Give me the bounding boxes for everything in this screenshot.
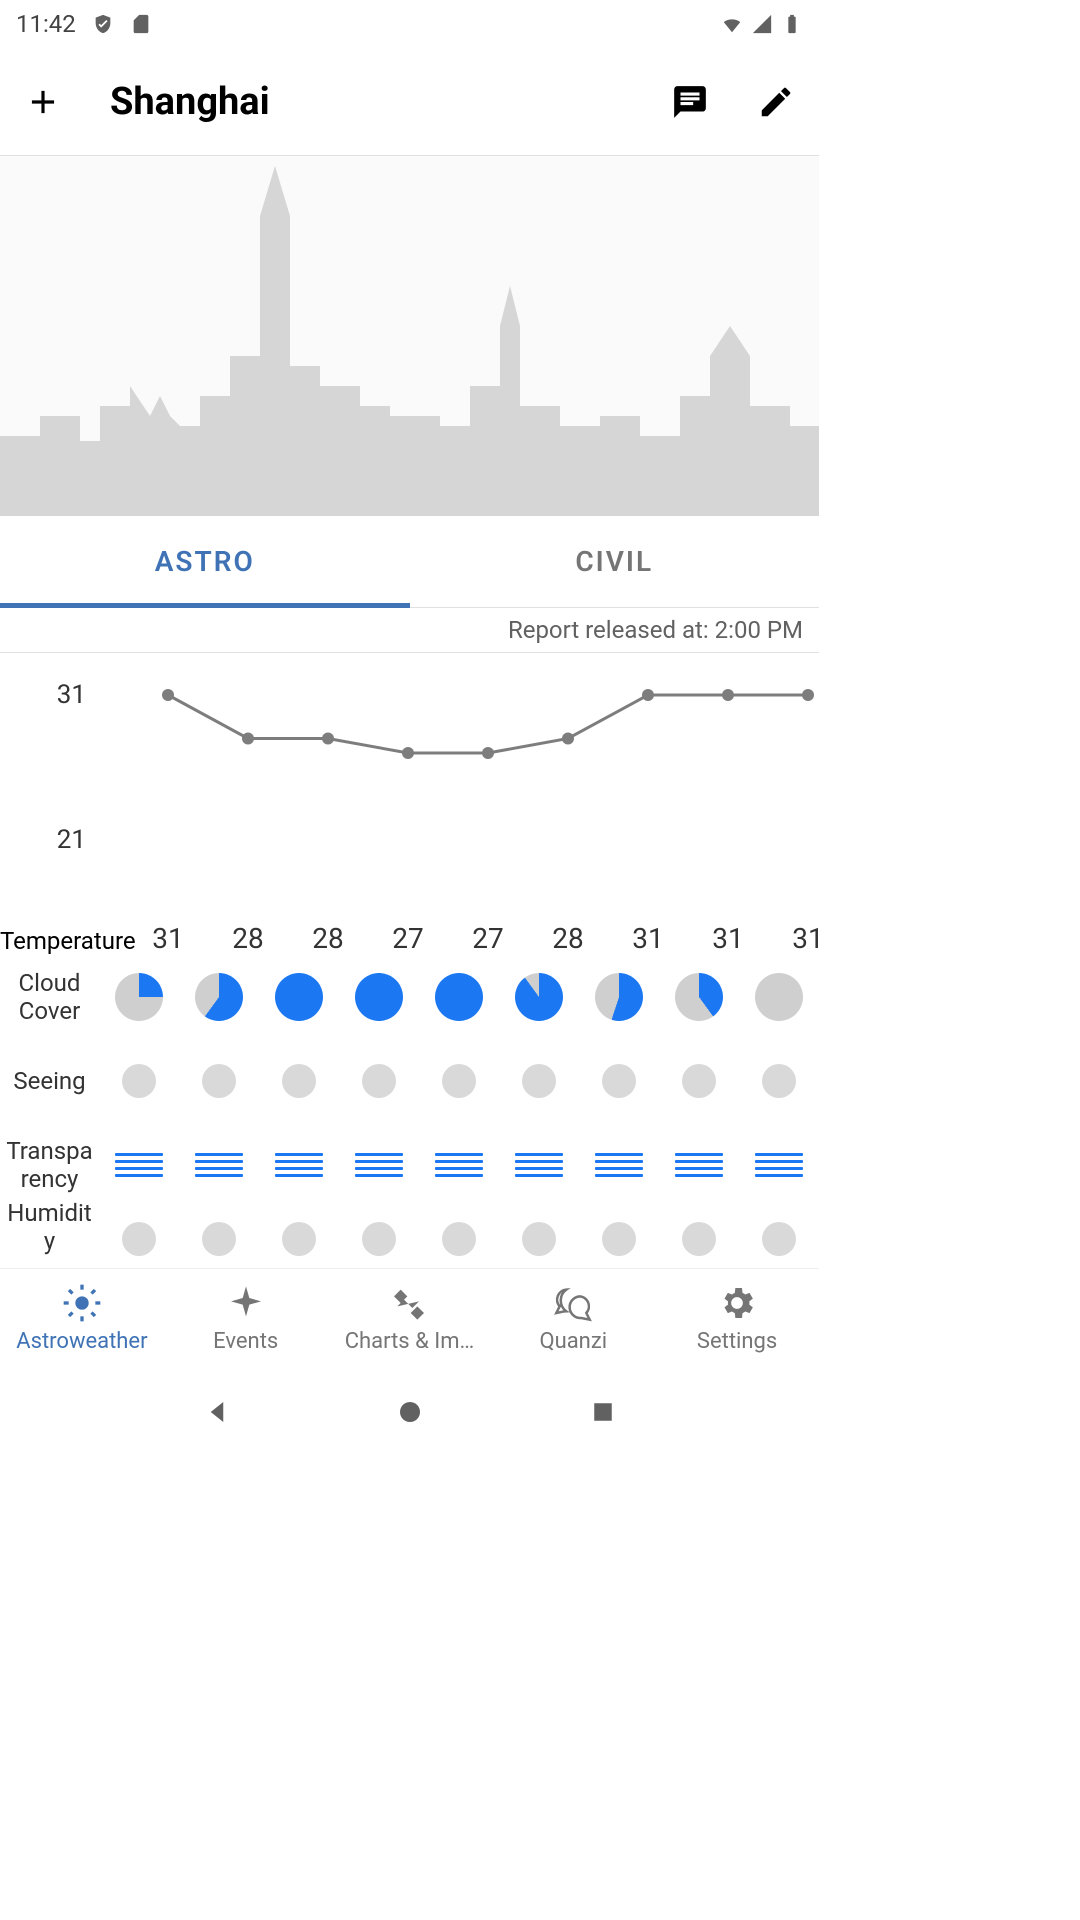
seeing-indicator bbox=[362, 1064, 396, 1098]
back-icon[interactable] bbox=[202, 1397, 232, 1427]
transparency-indicator bbox=[675, 1153, 723, 1177]
system-nav-bar bbox=[0, 1368, 819, 1456]
humidity-indicator bbox=[522, 1222, 556, 1256]
cloud-cover-pie bbox=[595, 973, 643, 1021]
transparency-indicator bbox=[435, 1153, 483, 1177]
nav-astroweather[interactable]: Astroweather bbox=[0, 1269, 164, 1368]
transparency-indicator bbox=[355, 1153, 403, 1177]
transparency-indicator bbox=[115, 1153, 163, 1177]
humidity-indicator bbox=[282, 1222, 316, 1256]
humidity-indicator bbox=[362, 1222, 396, 1256]
nav-label: Settings bbox=[697, 1329, 777, 1354]
row-label-temperature: Temperature bbox=[0, 927, 128, 955]
temperature-value: 27 bbox=[448, 922, 528, 955]
cloud-cover-pie bbox=[675, 973, 723, 1021]
seeing-indicator bbox=[762, 1064, 796, 1098]
cloud-cover-pie bbox=[355, 973, 403, 1021]
sd-card-icon bbox=[130, 13, 152, 35]
edit-icon[interactable] bbox=[757, 83, 795, 121]
battery-icon bbox=[781, 13, 803, 35]
tab-astro[interactable]: ASTRO bbox=[0, 516, 410, 607]
row-label-cloud-cover: Cloud Cover bbox=[0, 969, 99, 1025]
temperature-value: 31 bbox=[128, 922, 208, 955]
nav-settings[interactable]: Settings bbox=[655, 1269, 819, 1368]
seeing-indicator bbox=[682, 1064, 716, 1098]
temperature-value: 28 bbox=[288, 922, 368, 955]
wifi-icon bbox=[721, 13, 743, 35]
transparency-indicator bbox=[195, 1153, 243, 1177]
status-bar: 11:42 bbox=[0, 0, 819, 48]
nav-label: Charts & Im… bbox=[345, 1329, 475, 1354]
home-icon[interactable] bbox=[395, 1397, 425, 1427]
humidity-indicator bbox=[762, 1222, 796, 1256]
location-title: Shanghai bbox=[110, 80, 270, 124]
forecast-table[interactable]: 31 21 Temperature 312828272728313131 Clo… bbox=[0, 653, 819, 1247]
cloud-cover-pie bbox=[515, 973, 563, 1021]
nav-label: Quanzi bbox=[539, 1329, 607, 1354]
nav-quanzi[interactable]: Quanzi bbox=[491, 1269, 655, 1368]
seeing-indicator bbox=[122, 1064, 156, 1098]
star-icon bbox=[226, 1283, 266, 1323]
cloud-cover-pie bbox=[755, 973, 803, 1021]
transparency-indicator bbox=[595, 1153, 643, 1177]
humidity-indicator bbox=[122, 1222, 156, 1256]
satellite-icon bbox=[389, 1283, 429, 1323]
transparency-indicator bbox=[755, 1153, 803, 1177]
temperature-value: 28 bbox=[528, 922, 608, 955]
nav-charts[interactable]: Charts & Im… bbox=[328, 1269, 492, 1368]
transparency-indicator bbox=[275, 1153, 323, 1177]
nav-events[interactable]: Events bbox=[164, 1269, 328, 1368]
sun-icon bbox=[62, 1283, 102, 1323]
chat-icon bbox=[553, 1283, 593, 1323]
cloud-cover-pie bbox=[435, 973, 483, 1021]
transparency-indicator bbox=[515, 1153, 563, 1177]
cloud-cover-row: Cloud Cover bbox=[0, 955, 819, 1039]
shield-icon bbox=[92, 13, 114, 35]
tab-civil[interactable]: CIVIL bbox=[410, 516, 820, 607]
y-tick: 31 bbox=[57, 680, 86, 710]
signal-icon bbox=[751, 13, 773, 35]
humidity-indicator bbox=[682, 1222, 716, 1256]
seeing-indicator bbox=[202, 1064, 236, 1098]
row-label-humidity: Humidity bbox=[0, 1199, 99, 1255]
temperature-value: 27 bbox=[368, 922, 448, 955]
gear-icon bbox=[717, 1283, 757, 1323]
app-bar: Shanghai bbox=[0, 48, 819, 156]
tab-label: ASTRO bbox=[155, 545, 255, 578]
humidity-indicator bbox=[442, 1222, 476, 1256]
seeing-indicator bbox=[522, 1064, 556, 1098]
cloud-cover-pie bbox=[115, 973, 163, 1021]
humidity-row: Humidity bbox=[0, 1207, 819, 1247]
recent-icon[interactable] bbox=[588, 1397, 618, 1427]
humidity-indicator bbox=[602, 1222, 636, 1256]
temperature-chart: 31 21 Temperature 312828272728313131 bbox=[0, 665, 819, 955]
temperature-value: 31 bbox=[688, 922, 768, 955]
seeing-indicator bbox=[602, 1064, 636, 1098]
row-label-seeing: Seeing bbox=[0, 1067, 99, 1095]
transparency-row: Transparency bbox=[0, 1123, 819, 1207]
seeing-indicator bbox=[282, 1064, 316, 1098]
tab-bar: ASTRO CIVIL bbox=[0, 516, 819, 608]
temperature-value: 31 bbox=[768, 922, 848, 955]
tab-label: CIVIL bbox=[575, 545, 653, 578]
temperature-value: 28 bbox=[208, 922, 288, 955]
seeing-indicator bbox=[442, 1064, 476, 1098]
message-icon[interactable] bbox=[671, 83, 709, 121]
status-time: 11:42 bbox=[16, 10, 76, 38]
add-icon[interactable] bbox=[24, 83, 62, 121]
row-label-transparency: Transparency bbox=[0, 1137, 99, 1193]
skyline-image bbox=[0, 156, 819, 516]
temperature-value: 31 bbox=[608, 922, 688, 955]
seeing-row: Seeing bbox=[0, 1039, 819, 1123]
cloud-cover-pie bbox=[195, 973, 243, 1021]
bottom-nav: Astroweather Events Charts & Im… Quanzi … bbox=[0, 1268, 819, 1368]
y-tick: 21 bbox=[57, 825, 86, 855]
report-released-text: Report released at: 2:00 PM bbox=[0, 608, 819, 653]
nav-label: Astroweather bbox=[16, 1329, 147, 1354]
nav-label: Events bbox=[213, 1329, 278, 1354]
cloud-cover-pie bbox=[275, 973, 323, 1021]
humidity-indicator bbox=[202, 1222, 236, 1256]
